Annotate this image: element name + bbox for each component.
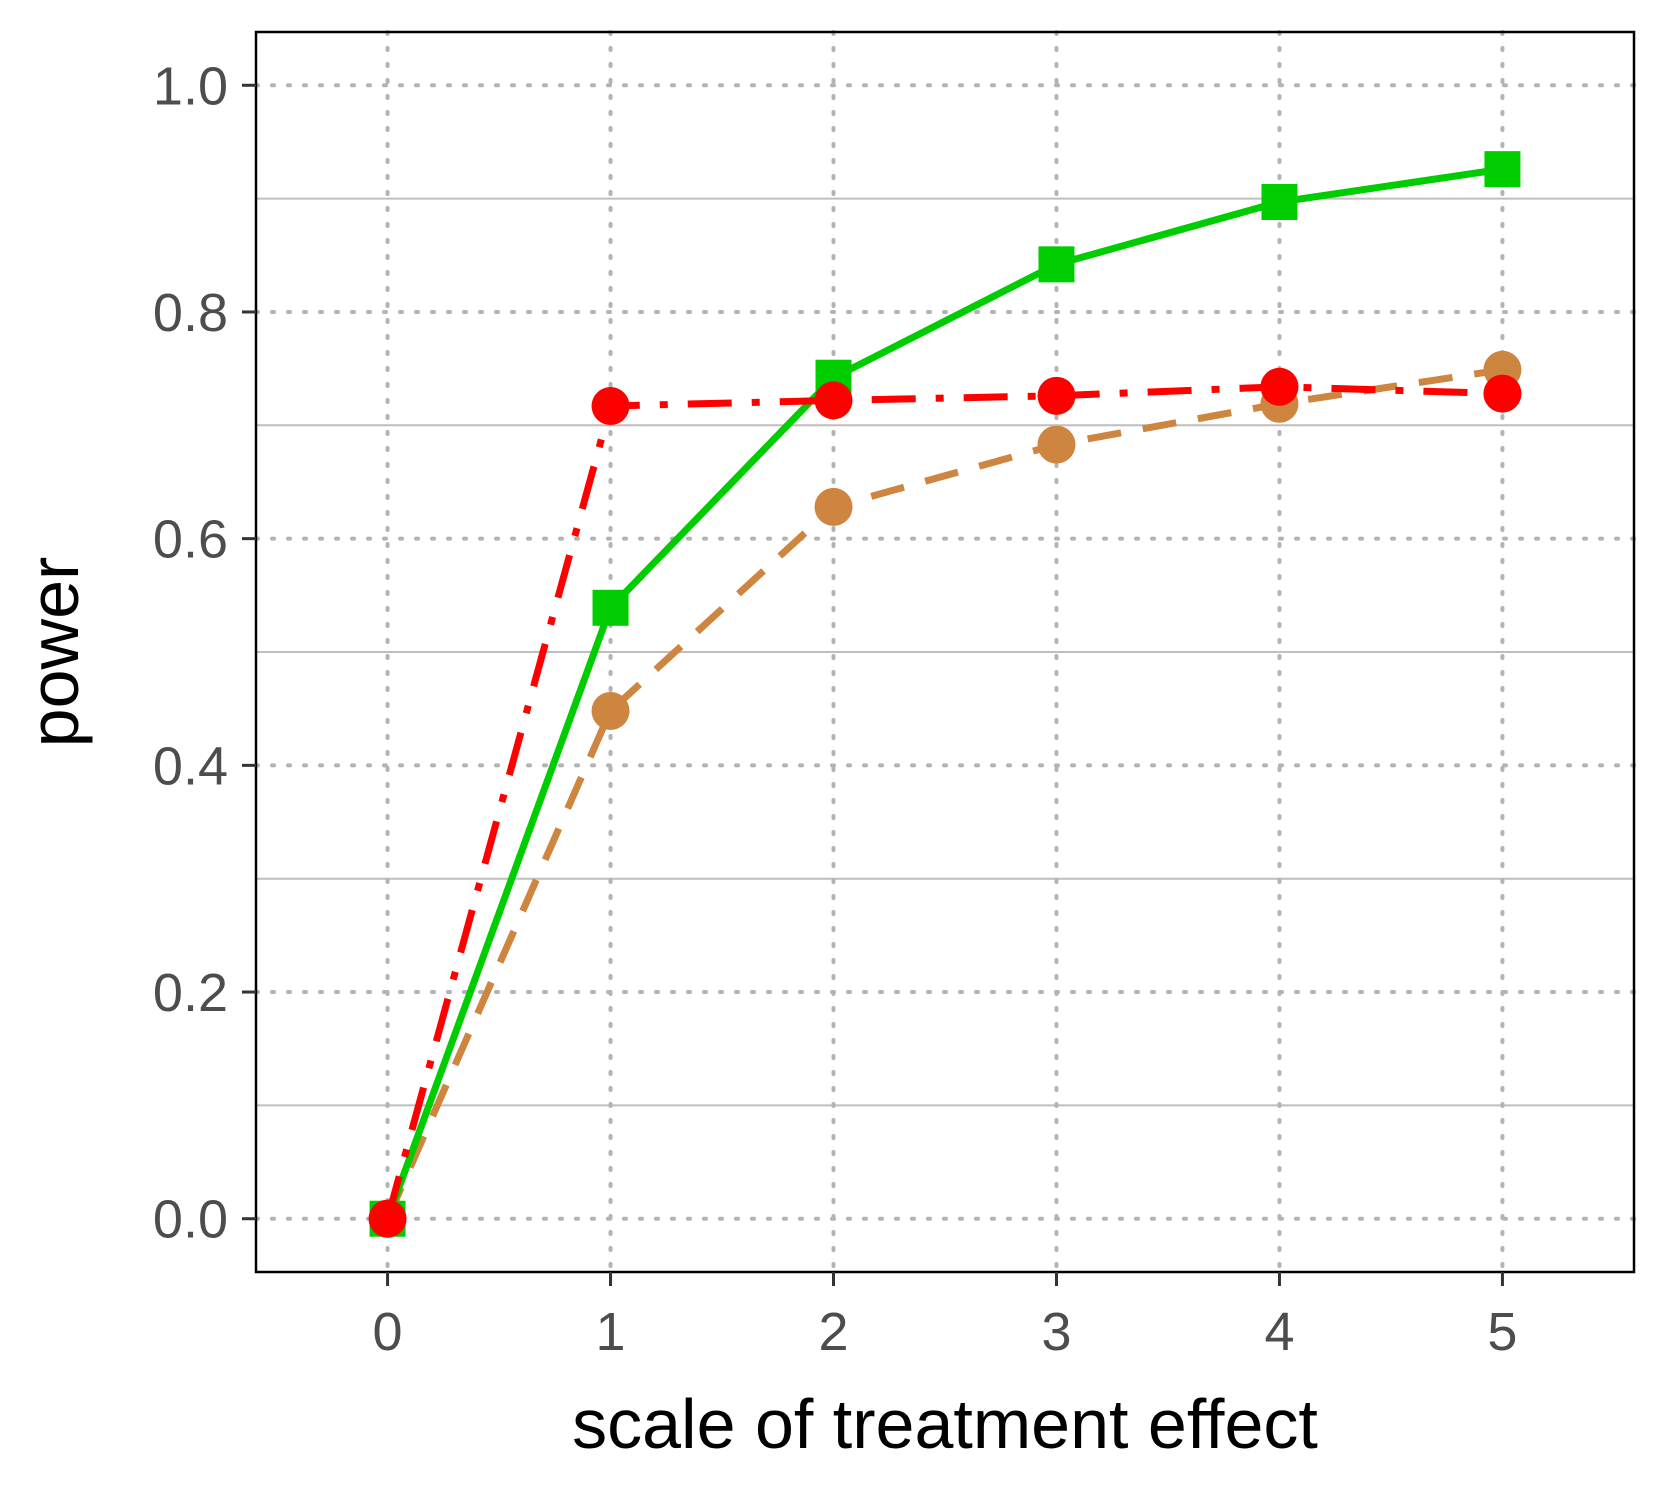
y-tick-label: 0.8 bbox=[153, 283, 228, 343]
series-point bbox=[1484, 151, 1521, 188]
x-tick-label: 5 bbox=[1487, 1302, 1517, 1362]
y-tick-label: 1.0 bbox=[153, 56, 228, 116]
y-tick-label: 0.4 bbox=[153, 736, 228, 796]
series-point bbox=[1037, 376, 1076, 415]
x-axis-title: scale of treatment effect bbox=[572, 1385, 1318, 1463]
major-gridlines bbox=[254, 30, 1636, 1274]
axis-ticks bbox=[242, 83, 1504, 1286]
y-tick-label: 0.2 bbox=[153, 963, 228, 1023]
x-tick-labels: 0 1 2 3 4 5 bbox=[373, 1302, 1518, 1362]
series-point bbox=[1038, 246, 1075, 283]
y-axis-title: power bbox=[15, 557, 93, 748]
series-line bbox=[384, 165, 1503, 1220]
series-point bbox=[814, 381, 853, 420]
y-tick-label: 0.0 bbox=[153, 1190, 228, 1250]
series-layer bbox=[368, 151, 1522, 1238]
x-tick-label: 4 bbox=[1264, 1302, 1294, 1362]
series-point bbox=[1037, 425, 1076, 464]
x-tick-label: 0 bbox=[373, 1302, 403, 1362]
series-point bbox=[591, 691, 630, 730]
x-tick-label: 1 bbox=[596, 1302, 626, 1362]
series-point bbox=[592, 589, 629, 626]
plot-border bbox=[254, 30, 1636, 1274]
series-point bbox=[1261, 184, 1298, 221]
y-tick-labels: 0.0 0.2 0.4 0.6 0.8 1.0 bbox=[153, 56, 228, 1249]
minor-gridlines bbox=[256, 197, 1634, 1107]
series-point bbox=[591, 387, 630, 426]
x-tick-label: 3 bbox=[1041, 1302, 1071, 1362]
x-tick-label: 2 bbox=[818, 1302, 848, 1362]
series-point bbox=[368, 1199, 407, 1238]
y-tick-label: 0.6 bbox=[153, 510, 228, 570]
series-point bbox=[1260, 367, 1299, 406]
series-line bbox=[384, 366, 1503, 1221]
series-point bbox=[814, 487, 853, 526]
series-point bbox=[1483, 374, 1522, 413]
